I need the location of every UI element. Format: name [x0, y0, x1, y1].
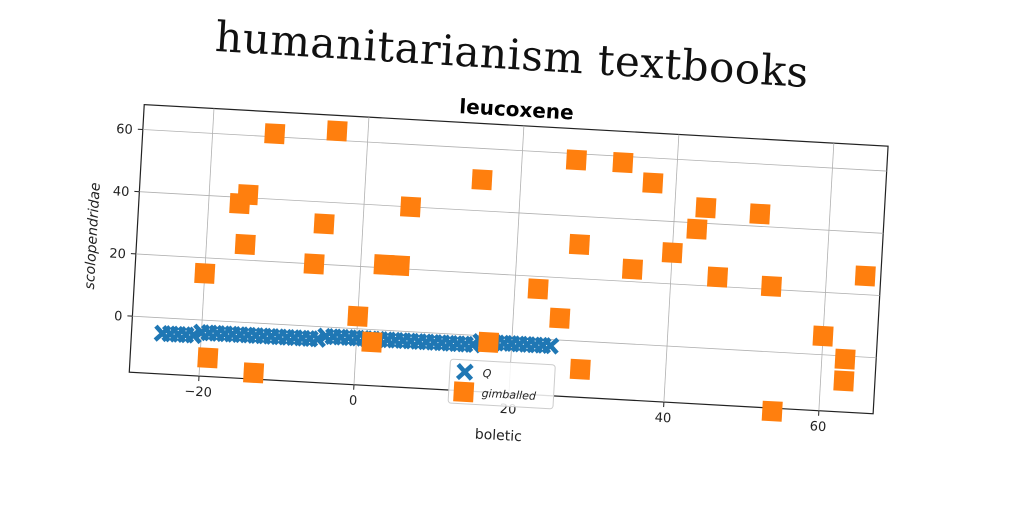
gimballed-point: [235, 234, 256, 255]
legend-marker-gimballed: [453, 381, 474, 402]
gimballed-point: [471, 169, 492, 190]
y-tick-label: 60: [116, 122, 133, 138]
x-tick-label: −20: [184, 384, 212, 401]
gimballed-point: [855, 265, 876, 286]
x-tick-label: 60: [809, 419, 826, 435]
gimballed-point: [833, 370, 854, 391]
gimballed-point: [749, 203, 770, 224]
gimballed-point: [835, 349, 856, 370]
gimballed-point: [707, 267, 728, 288]
gimballed-point: [566, 149, 587, 170]
gimballed-point: [361, 331, 382, 352]
gimballed-point: [194, 263, 215, 284]
gimballed-point: [612, 152, 633, 173]
gimballed-point: [622, 259, 643, 280]
y-tick-label: 20: [109, 246, 126, 262]
gimballed-point: [569, 234, 590, 255]
y-axis-label: scolopendridae: [82, 182, 104, 290]
x-tick-label: 0: [348, 393, 357, 408]
gimballed-point: [662, 242, 683, 263]
gimballed-point: [813, 326, 834, 347]
x-tick-label: 40: [654, 411, 671, 427]
gimballed-point: [761, 276, 782, 297]
gimballed-point: [478, 332, 499, 353]
gimballed-point: [400, 196, 421, 217]
chart-title: leucoxene: [459, 94, 575, 124]
y-tick-label: 0: [114, 309, 123, 324]
gimballed-point: [264, 123, 285, 144]
gimballed-point: [327, 120, 348, 141]
gimballed-point: [304, 253, 325, 274]
gimballed-point: [762, 401, 783, 422]
gimballed-point: [243, 362, 264, 383]
gimballed-point: [549, 308, 570, 329]
gimballed-point: [642, 172, 663, 193]
gimballed-point: [237, 184, 258, 205]
gimballed-point: [314, 213, 335, 234]
y-tick-label: 40: [112, 184, 129, 200]
gimballed-point: [197, 347, 218, 368]
x-axis-label: boletic: [474, 427, 522, 446]
gimballed-point: [347, 306, 368, 327]
gimballed-point: [389, 255, 410, 276]
gimballed-point: [695, 197, 716, 218]
legend-label: Q: [482, 367, 492, 380]
gimballed-point: [570, 359, 591, 380]
gimballed-point: [528, 278, 549, 299]
gimballed-point: [686, 219, 707, 240]
